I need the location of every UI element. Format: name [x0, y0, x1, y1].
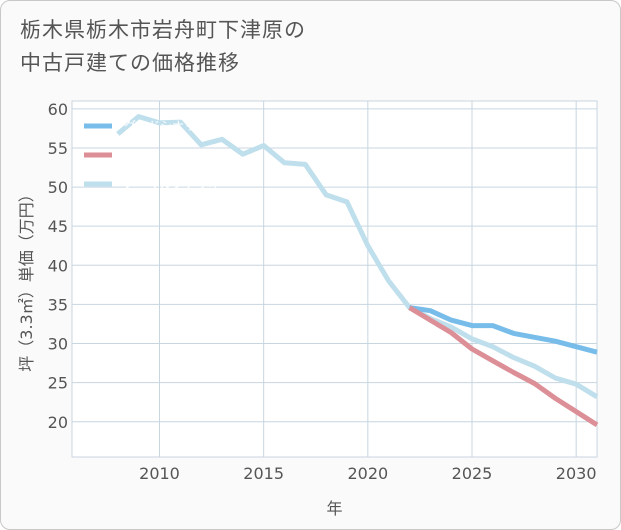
x-axis-ticks: 2010 2015 2020 2025 2030: [139, 464, 596, 483]
legend-label: ノーマルシナリオ: [124, 177, 220, 191]
x-tick-label: 2020: [347, 464, 388, 483]
y-tick-label: 35: [48, 295, 68, 314]
x-axis-title: 年: [326, 499, 342, 518]
series-line-0: [409, 305, 598, 355]
series-line-1: [408, 305, 599, 428]
x-tick-label: 2015: [243, 464, 284, 483]
legend-label: バッドシナリオ: [124, 148, 208, 162]
x-tick-label: 2025: [452, 464, 493, 483]
x-tick-label: 2030: [556, 464, 597, 483]
chart-title: 栃木県栃木市岩舟町下津原の 中古戸建ての価格推移: [20, 18, 306, 75]
legend-label: グッドシナリオ: [124, 119, 208, 133]
y-tick-label: 50: [48, 178, 68, 197]
series-lines: [116, 114, 599, 428]
grid: [71, 100, 598, 458]
series-line-2: [116, 114, 599, 399]
y-tick-label: 40: [48, 256, 68, 275]
y-tick-label: 60: [48, 100, 68, 119]
y-tick-label: 25: [48, 374, 68, 393]
y-axis-title: 坪（3.3㎡）単価（万円）: [17, 186, 36, 371]
x-tick-label: 2010: [139, 464, 180, 483]
y-tick-label: 45: [48, 217, 68, 236]
y-tick-label: 20: [48, 413, 68, 432]
y-tick-label: 55: [48, 139, 68, 158]
y-axis-ticks: 20 25 30 35 40 45 50 55 60: [48, 100, 68, 432]
y-tick-label: 30: [48, 335, 68, 354]
